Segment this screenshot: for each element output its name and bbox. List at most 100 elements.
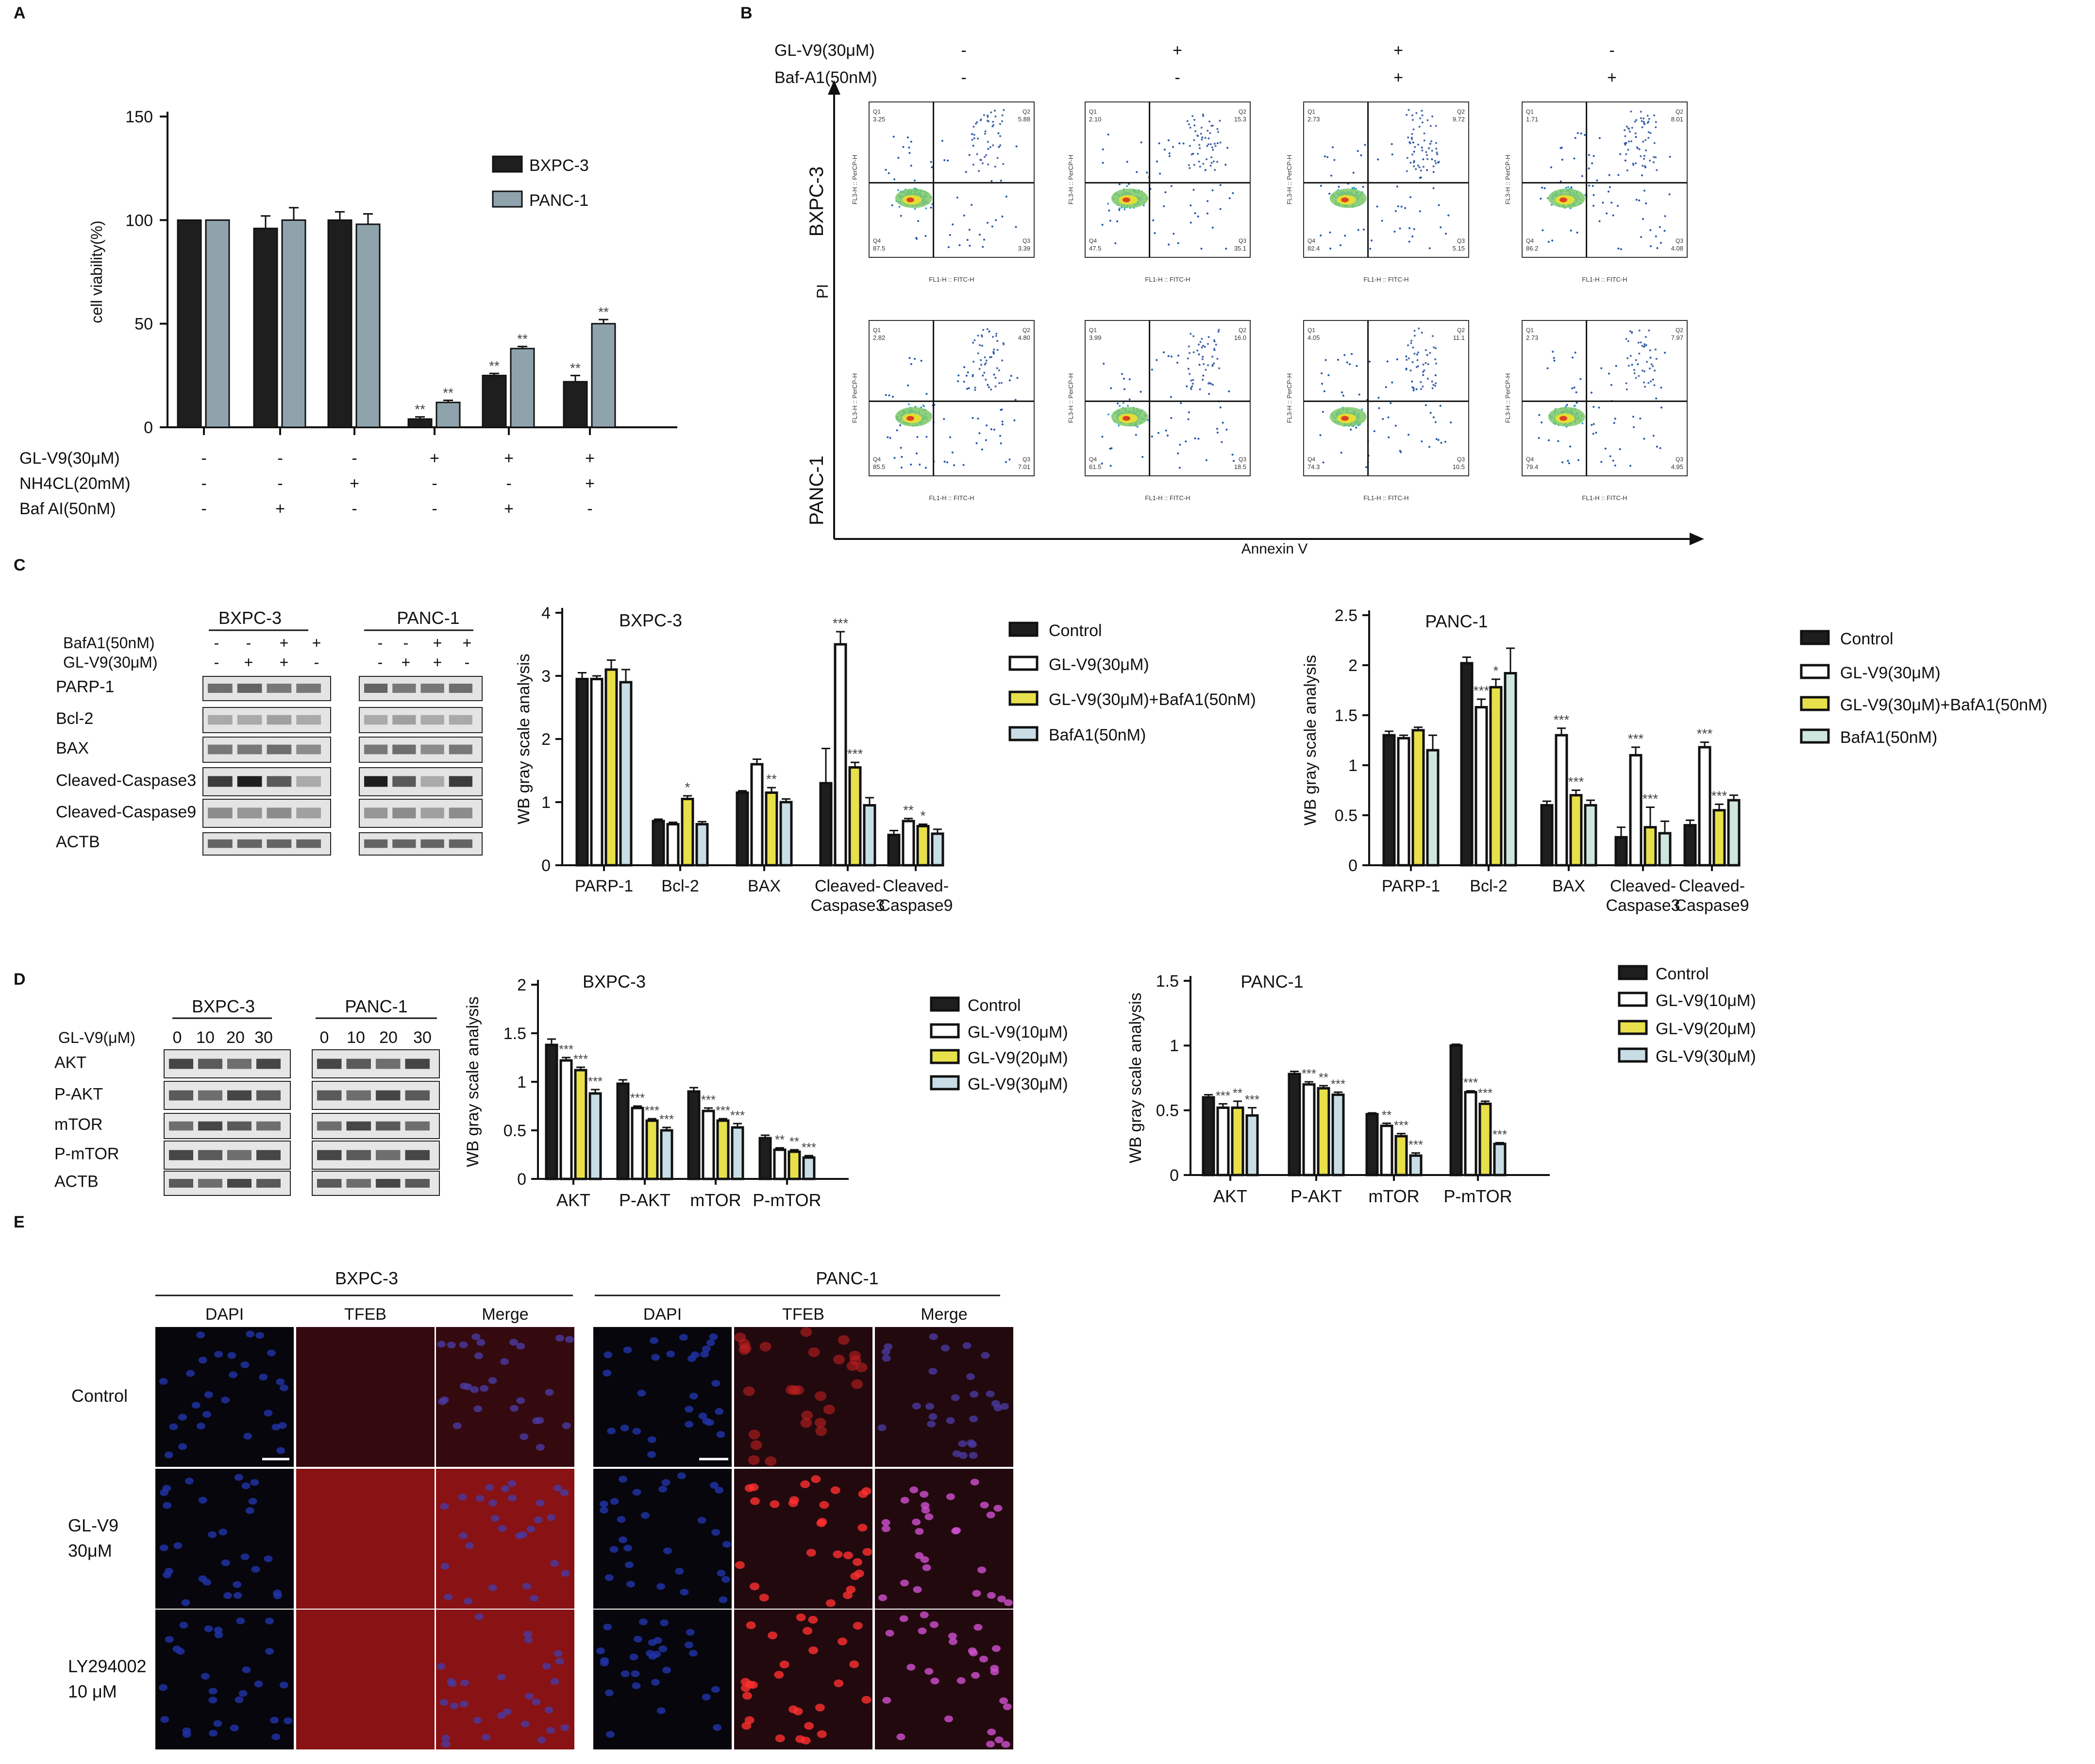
flow-point bbox=[1656, 169, 1658, 171]
flow-point bbox=[1600, 367, 1603, 370]
treatment-label: BafA1(50nM) bbox=[63, 634, 155, 652]
merged-cell bbox=[948, 1638, 957, 1645]
blot-band bbox=[346, 1121, 371, 1131]
tfeb-cell bbox=[750, 1497, 760, 1505]
significance-mark: *** bbox=[1302, 1066, 1316, 1081]
y-tick-label: 1.5 bbox=[1156, 972, 1179, 991]
flow-point bbox=[1189, 352, 1191, 354]
merged-cell bbox=[475, 1495, 485, 1502]
merged-cell bbox=[987, 1729, 996, 1736]
flow-point bbox=[1620, 248, 1622, 251]
legend-swatch bbox=[1008, 655, 1039, 671]
blot-band bbox=[296, 807, 321, 819]
flow-point bbox=[1219, 119, 1221, 122]
bar bbox=[253, 227, 278, 428]
panel-letter: D bbox=[14, 970, 26, 989]
flow-point bbox=[983, 114, 985, 117]
flow-point bbox=[1405, 368, 1408, 370]
flow-point bbox=[974, 388, 976, 391]
blot-band bbox=[449, 684, 472, 693]
legend-swatch bbox=[930, 1075, 960, 1091]
nucleus bbox=[273, 1589, 282, 1596]
flow-point bbox=[987, 116, 989, 118]
merged-cell bbox=[1003, 1703, 1012, 1711]
flow-point bbox=[1198, 353, 1200, 355]
flow-point bbox=[1231, 454, 1234, 456]
merged-cell bbox=[515, 1532, 524, 1539]
flow-x-label: FL1-H :: FITC-H bbox=[1582, 276, 1627, 283]
flow-point bbox=[973, 339, 976, 341]
flow-point bbox=[1101, 436, 1104, 438]
bar bbox=[1460, 662, 1474, 867]
bar bbox=[1202, 1096, 1215, 1176]
merged-cell bbox=[924, 1668, 934, 1675]
flow-point bbox=[980, 359, 982, 361]
flow-point bbox=[1382, 418, 1384, 420]
treatment-sign: - bbox=[587, 500, 592, 518]
nucleus bbox=[631, 1670, 640, 1678]
nucleus bbox=[238, 1690, 248, 1697]
flow-point bbox=[1619, 448, 1621, 451]
tfeb-cell bbox=[806, 1548, 816, 1557]
flow-point bbox=[1561, 158, 1563, 161]
significance-mark: *** bbox=[1711, 788, 1727, 803]
treatment-sign: + bbox=[1393, 68, 1403, 87]
flow-point bbox=[1436, 151, 1438, 154]
treatment-sign: - bbox=[201, 500, 206, 518]
treatment-sign: - bbox=[506, 474, 511, 493]
flow-point bbox=[1156, 359, 1158, 361]
merged-cell bbox=[553, 1484, 562, 1492]
tfeb-cell bbox=[800, 1418, 812, 1428]
nucleus bbox=[196, 1331, 205, 1339]
flow-point bbox=[1201, 337, 1203, 340]
flow-y-label: FL3-H :: PerCP-H bbox=[851, 373, 858, 423]
flow-point bbox=[1617, 247, 1620, 250]
merged-cell bbox=[490, 1515, 500, 1522]
nucleus bbox=[265, 1647, 274, 1655]
merged-cell bbox=[952, 1527, 961, 1534]
nucleus bbox=[242, 1666, 251, 1673]
flow-point bbox=[971, 138, 973, 141]
flow-point bbox=[1635, 119, 1638, 121]
flow-point bbox=[1643, 189, 1645, 192]
flow-point bbox=[1408, 227, 1411, 229]
flow-point bbox=[946, 461, 948, 464]
flow-point bbox=[998, 146, 1001, 148]
flow-point bbox=[1559, 180, 1562, 183]
flow-point bbox=[1208, 382, 1210, 384]
treatment-sign: - bbox=[201, 474, 206, 493]
flow-point bbox=[1584, 194, 1587, 196]
blot-band bbox=[208, 684, 233, 693]
flow-point bbox=[1352, 171, 1355, 174]
flow-point bbox=[1646, 115, 1649, 117]
density-max bbox=[1341, 416, 1349, 421]
micrograph bbox=[593, 1327, 732, 1467]
flow-point bbox=[1642, 118, 1645, 120]
quadrant-name: Q3 bbox=[1676, 456, 1683, 463]
flow-point bbox=[925, 393, 928, 395]
nucleus bbox=[713, 1724, 722, 1731]
flow-point bbox=[947, 159, 949, 162]
significance-mark: *** bbox=[1628, 731, 1644, 746]
nucleus bbox=[658, 1646, 668, 1653]
flow-point bbox=[1631, 127, 1633, 129]
flow-y-label: FL3-H :: PerCP-H bbox=[1067, 155, 1074, 205]
blot-band bbox=[392, 776, 416, 787]
flow-point bbox=[968, 154, 971, 156]
quadrant-name: Q4 bbox=[1307, 237, 1315, 244]
flow-point bbox=[1190, 333, 1192, 335]
nucleus bbox=[722, 1541, 731, 1548]
treatment-sign: - bbox=[961, 68, 966, 87]
legend-swatch bbox=[1008, 690, 1039, 706]
merged-cell bbox=[909, 1486, 919, 1494]
flow-point bbox=[1412, 387, 1415, 390]
merged-cell bbox=[900, 1579, 909, 1587]
flow-point bbox=[984, 133, 986, 135]
nucleus bbox=[284, 1717, 293, 1724]
flow-point bbox=[1610, 202, 1613, 204]
quadrant-name: Q1 bbox=[873, 108, 881, 115]
merged-cell bbox=[535, 1417, 544, 1424]
nucleus bbox=[196, 1423, 205, 1430]
flow-point bbox=[898, 205, 901, 208]
flow-point bbox=[1641, 174, 1643, 177]
